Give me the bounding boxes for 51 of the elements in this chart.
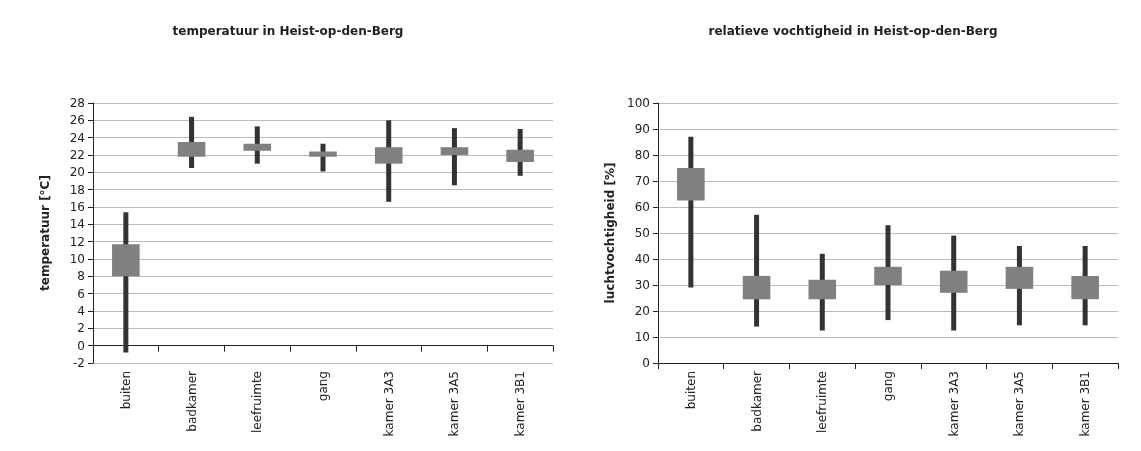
x-tick-label: badkamer [184,370,199,432]
chart-title: relatieve vochtigheid in Heist-op-den-Berg [708,24,998,38]
y-axis-title: luchtvochtigheid [%] [603,162,617,304]
y-tick-label: 18 [69,182,85,197]
y-tick-label: 26 [69,113,85,128]
x-tick-label: leefruimte [250,371,265,433]
y-tick-label: 10 [634,330,650,344]
y-tick-label: 80 [634,148,650,162]
x-tick-label: kamer 3B1 [513,371,528,437]
y-tick-label: 70 [634,174,650,188]
y-tick-label: -2 [73,356,85,370]
x-tick-label: leefruimte [815,371,830,433]
candlestick [440,128,469,186]
y-tick-label: 24 [69,130,85,145]
y-tick-label: 6 [77,286,85,301]
x-tick-label: kamer 3A3 [381,371,396,437]
candlestick [309,143,337,172]
y-axis-title: temperatuur [°C] [38,175,52,291]
x-tick-label: buiten [683,371,698,410]
y-tick-label: 16 [69,200,85,214]
candlestick [874,225,902,321]
y-tick-label: 60 [634,200,650,214]
chart-title: temperatuur in Heist-op-den-Berg [172,24,404,38]
x-tick-label: gang [881,371,895,402]
x-tick-label: gang [316,371,330,402]
y-tick-label: 4 [77,304,85,318]
y-tick-label: 14 [69,217,85,232]
x-tick-label: kamer 3A5 [1012,371,1027,437]
y-tick-label: 0 [77,338,85,353]
y-tick-label: 10 [69,252,85,266]
y-tick-label: 100 [627,96,650,110]
x-tick-label: kamer 3B1 [1078,371,1093,437]
y-tick-label: 0 [642,356,650,370]
candlestick [506,129,534,176]
x-tick-label: kamer 3A5 [447,371,462,437]
y-tick-label: 8 [77,269,85,284]
y-tick-label: 20 [634,304,650,318]
y-tick-label: 22 [69,148,85,162]
candlestick [374,120,403,202]
candlestick [243,126,272,164]
y-tick-label: 12 [69,234,85,249]
y-tick-label: 20 [69,165,85,180]
y-tick-label: 2 [77,321,85,336]
y-tick-label: 90 [634,122,650,136]
x-tick-label: buiten [118,371,133,410]
y-tick-label: 50 [634,226,650,240]
x-tick-label: kamer 3A3 [946,371,961,437]
y-tick-label: 30 [634,278,650,292]
y-tick-label: 40 [634,252,650,266]
y-tick-label: 28 [69,96,85,110]
x-tick-label: badkamer [749,370,764,432]
